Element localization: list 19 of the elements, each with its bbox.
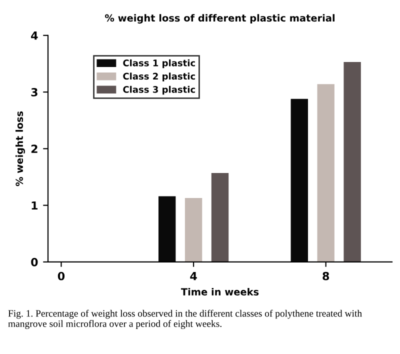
legend-label: Class 2 plastic xyxy=(123,72,195,82)
y-axis-title: % weight loss xyxy=(16,111,25,186)
x-tick-label: 0 xyxy=(58,272,65,280)
bar xyxy=(344,62,361,262)
x-axis-title: Time in weeks xyxy=(180,288,259,296)
bar xyxy=(317,84,334,262)
legend-label: Class 3 plastic xyxy=(123,86,195,95)
y-tick-label: 1 xyxy=(32,201,38,210)
y-tick-label: 4 xyxy=(31,32,38,40)
legend-label: Class 1 plastic xyxy=(123,59,195,68)
bar xyxy=(184,198,202,262)
y-tick-label: 3 xyxy=(31,88,38,96)
caption: Fig. 1. Percentage of weight loss observed in the different classes of polythene treated with mangrove soil microflora over a period of eight weeks. xyxy=(8,310,362,330)
chart-title: % weight loss of different plastic material xyxy=(105,14,334,24)
y-tick-label: 2 xyxy=(31,144,38,153)
x-tick-label: 8 xyxy=(322,272,330,280)
y-tick-label: 0 xyxy=(31,258,38,266)
x-tick-label: 4 xyxy=(190,272,197,280)
bar xyxy=(211,173,229,262)
